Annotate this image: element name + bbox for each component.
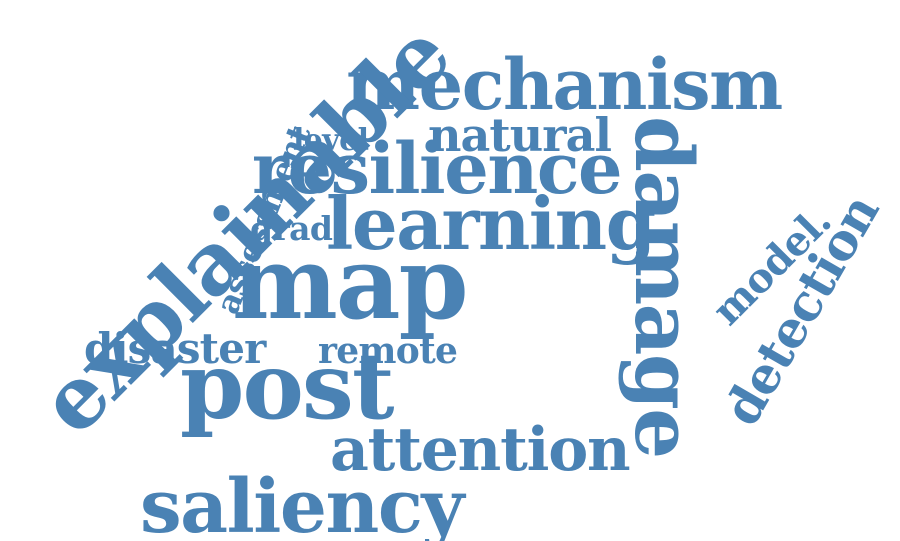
word-resilience: resilience	[252, 127, 623, 210]
word-grad: grad	[250, 209, 333, 248]
word-mechanism: mechanism	[346, 43, 783, 126]
word-level: level	[293, 123, 369, 158]
word-disaster: map	[232, 224, 469, 342]
word-saliency: attention	[330, 415, 631, 485]
word-remote: disaster	[84, 324, 266, 373]
word-attention: post	[180, 332, 394, 440]
word-damage: damage	[617, 116, 711, 458]
word-post: remote	[318, 330, 458, 372]
word-learning: learning	[326, 181, 656, 266]
word-assessment: saliency	[140, 464, 464, 541]
word-natural: natural	[428, 108, 612, 162]
